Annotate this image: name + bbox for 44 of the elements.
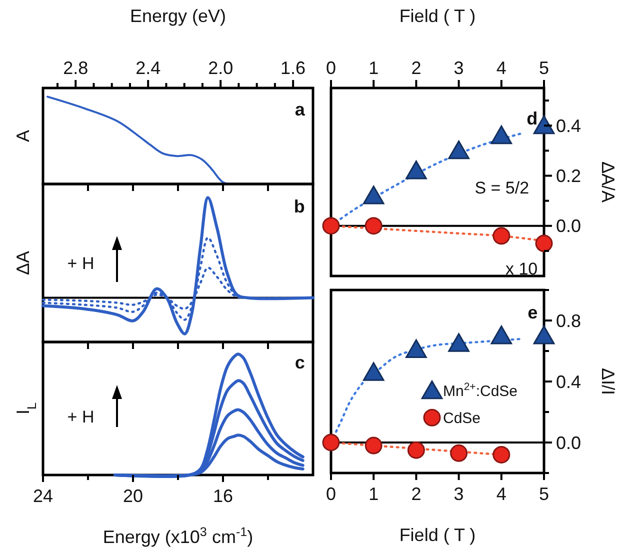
x-axis-title: Field ( T ) [399,525,476,545]
legend-label: CdSe [443,410,481,427]
x2-axis-title: Field ( T ) [399,6,476,26]
annotation: d [526,108,538,128]
y2-axis-title: ΔA/A [598,161,618,203]
y-axis-title: A [13,130,33,142]
x2-axis-title: Energy (eV) [130,6,226,26]
annotation: + H [67,254,94,273]
text: 0.4 [556,372,582,392]
x-tick-label: 20 [122,486,144,506]
x-tick-label: 4 [496,484,506,504]
annotation: e [528,302,538,322]
x2-tick-label: 1.6 [280,58,306,78]
x2-tick-label: 3 [454,58,464,78]
x-tick-label: 2 [411,484,422,504]
x2-tick-label: 2.4 [136,58,161,78]
annotation: x 10 [505,259,538,278]
annotation: b [294,196,305,216]
x2-tick-label: 5 [538,58,550,78]
x2-tick-label: 4 [496,58,506,78]
annotation: S = 5/2 [474,178,530,198]
x-tick-label: 5 [538,484,550,504]
x2-tick-label: 1 [368,58,379,78]
text: 0.0 [556,432,582,453]
text: 0.2 [556,166,582,186]
x-tick-label: 3 [454,484,464,504]
text: 0.4 [556,116,582,136]
y2-axis-title: ΔI/I [598,368,618,396]
y-axis-title: ΔA [13,250,33,276]
legend-label: Mn$^{2+}$:CdSe [443,380,518,400]
x-tick-label: 16 [212,486,234,506]
annotation: c [294,352,305,372]
annotation: a [294,99,306,120]
text: 0.0 [556,216,582,236]
x-tick-label: 1 [368,484,379,504]
x2-tick-label: 2.8 [63,58,88,78]
annotation: + H [67,407,94,426]
text: 0.8 [556,310,582,331]
x-tick-label: 0 [326,484,336,504]
x2-tick-label: 0 [326,58,336,78]
x2-tick-label: 2.0 [208,58,234,78]
x2-tick-label: 2 [411,58,422,78]
x-tick-label: 24 [32,486,54,506]
x-axis-title: Energy (x10$^{3}$ cm$^{-1}$) [102,525,254,547]
